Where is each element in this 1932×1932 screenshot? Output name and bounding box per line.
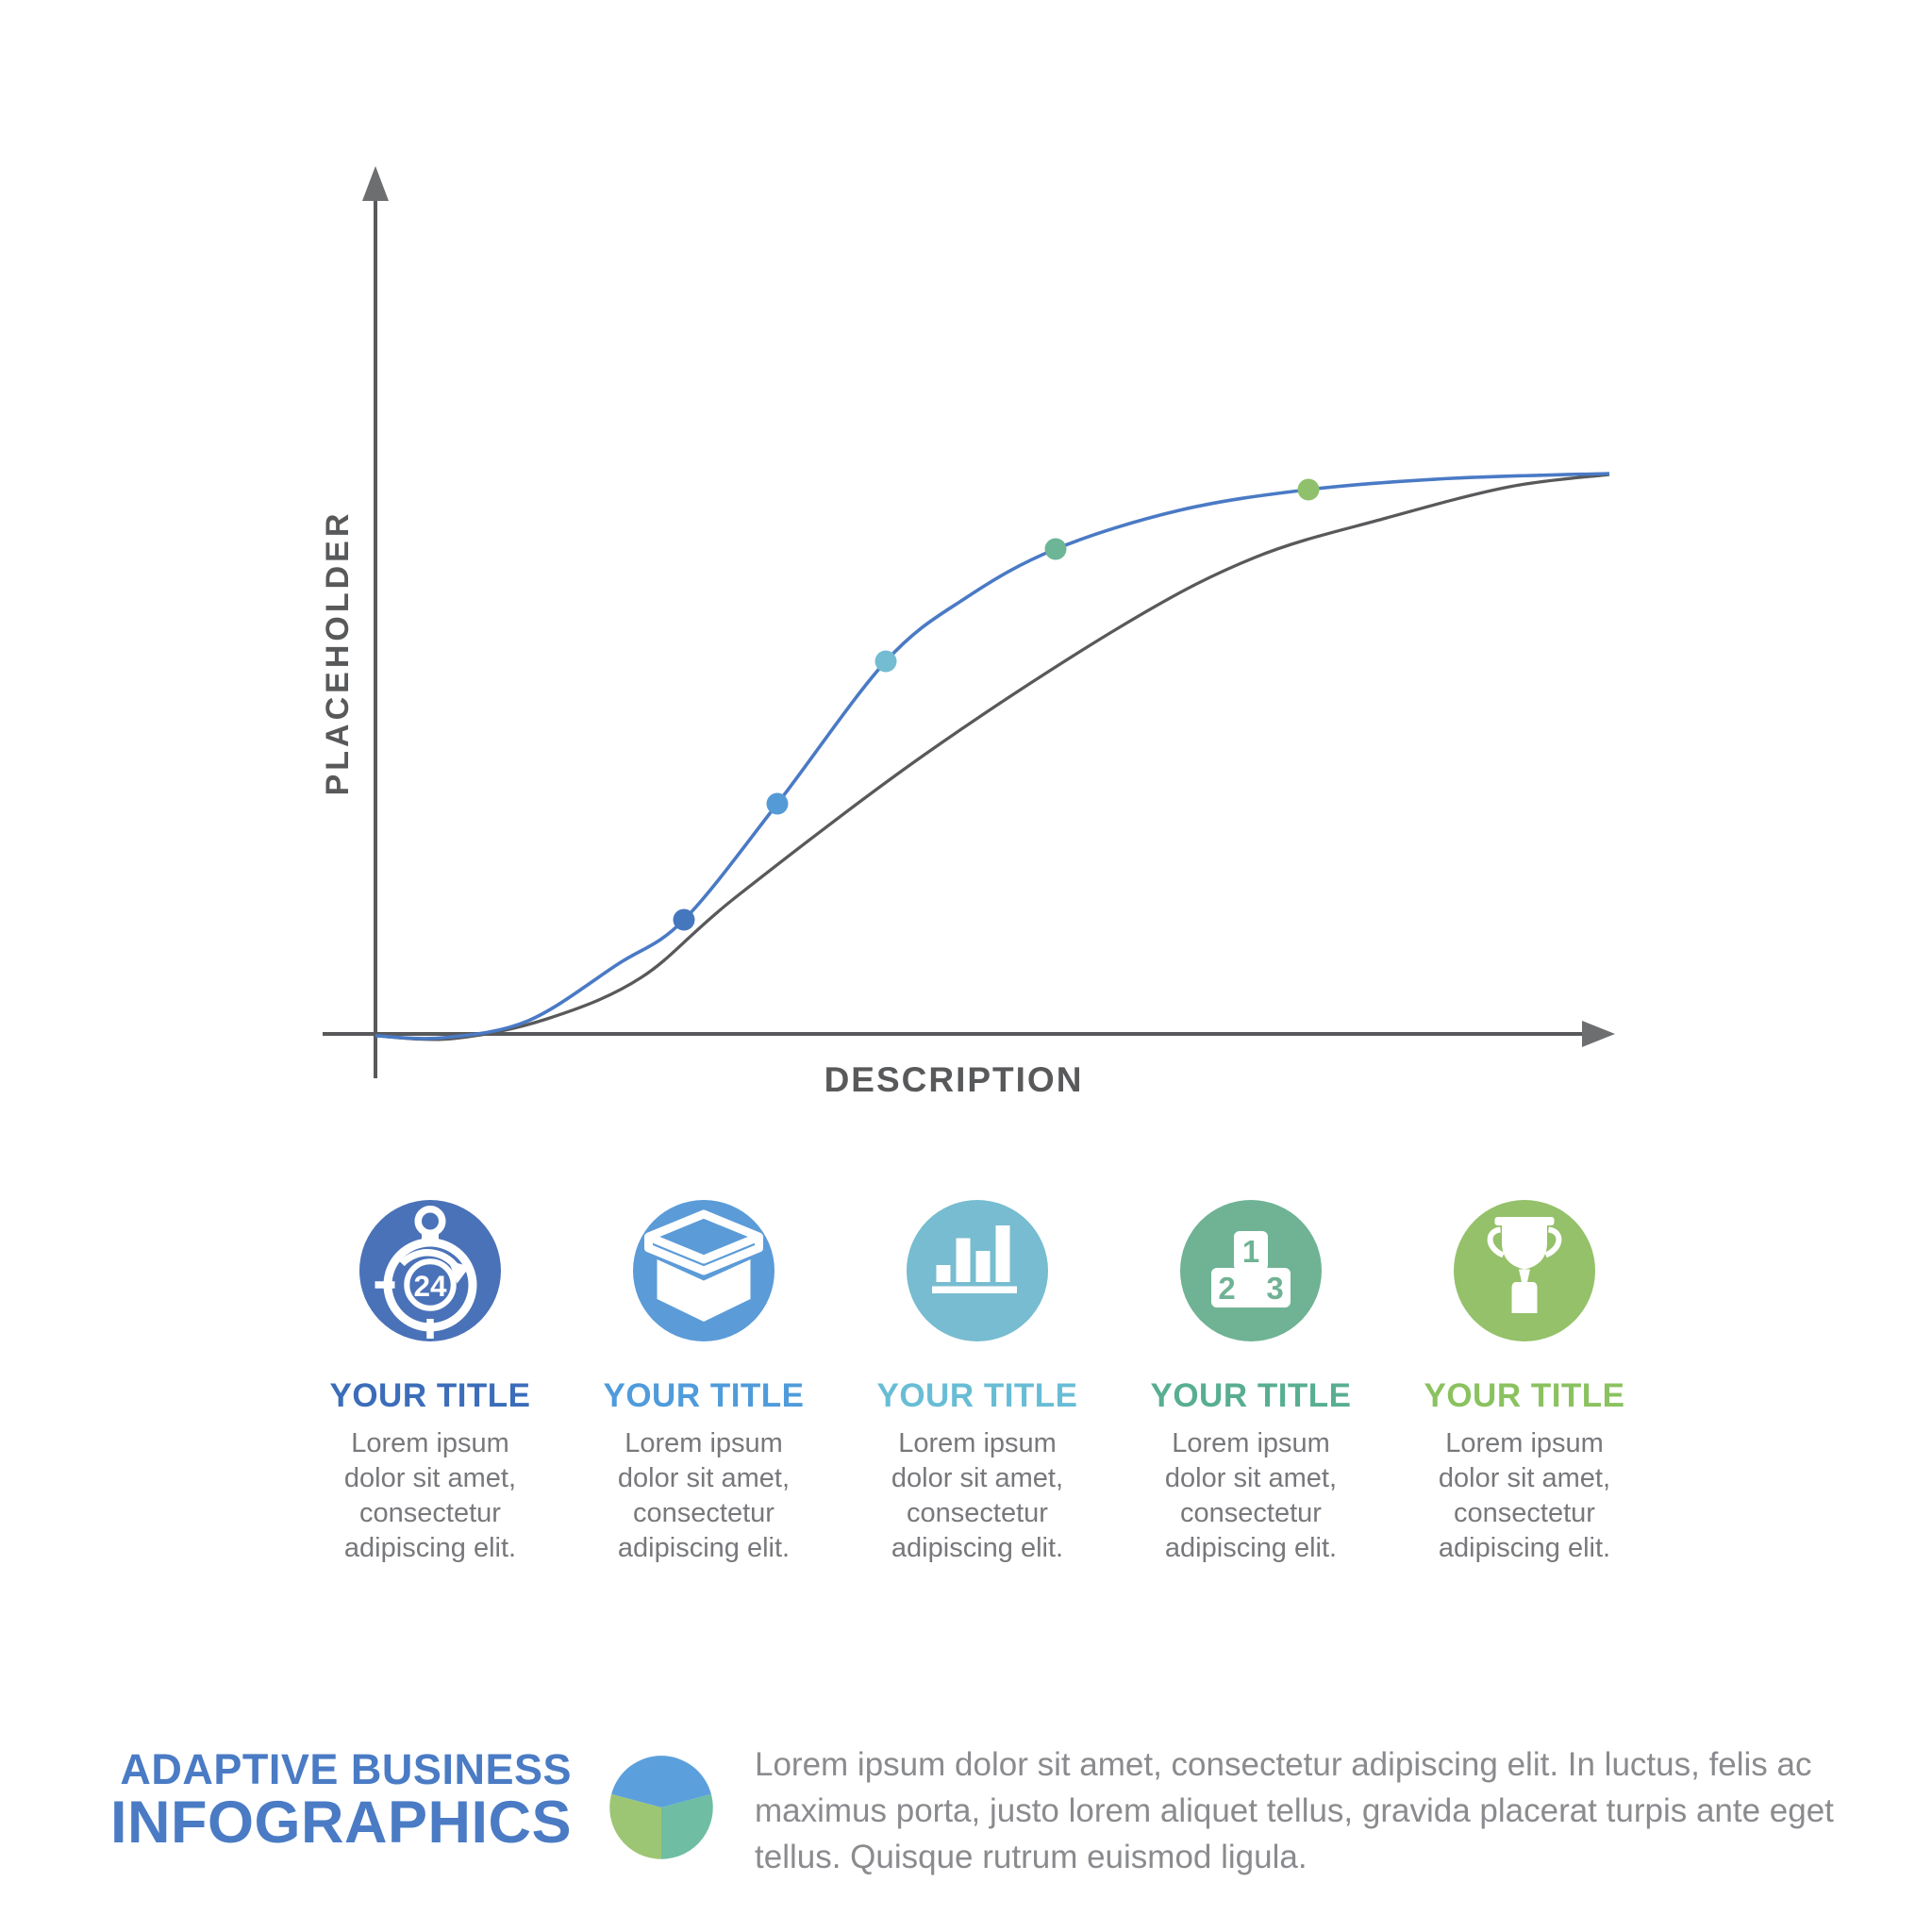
bar-chart-icon	[907, 1200, 1048, 1341]
column-body-text: Lorem ipsum dolor sit amet, consectetur …	[891, 1428, 1064, 1563]
up-arrow-icon	[362, 166, 389, 201]
svg-text:3: 3	[1266, 1271, 1283, 1306]
column-title: YOUR TITLE	[1150, 1377, 1352, 1414]
baseline-curve	[375, 473, 1610, 1041]
brand-logotype: ADAPTIVE BUSINESS INFOGRAPHICS	[91, 1745, 572, 1856]
column-title: YOUR TITLE	[603, 1377, 805, 1414]
y-axis-label: PLACEHOLDER	[320, 509, 356, 796]
podium-icon: 1 2 3	[1180, 1200, 1322, 1341]
data-point	[673, 908, 695, 931]
column-body-text: Lorem ipsum dolor sit amet, consectetur …	[1164, 1428, 1338, 1563]
brand-line-1: ADAPTIVE BUSINESS	[120, 1745, 572, 1793]
feature-column-3: YOUR TITLE Lorem ipsum dolor sit amet, c…	[845, 1200, 1109, 1566]
curve-data-points	[673, 478, 1320, 931]
brand-line-2: INFOGRAPHICS	[109, 1790, 572, 1856]
data-point	[766, 792, 789, 815]
data-point	[1297, 478, 1320, 501]
column-body-text: Lorem ipsum dolor sit amet, consectetur …	[617, 1428, 791, 1563]
box-icon	[633, 1200, 774, 1341]
data-point	[1044, 538, 1067, 560]
feature-column-2: YOUR TITLE Lorem ipsum dolor sit amet, c…	[572, 1200, 836, 1566]
right-arrow-icon	[1582, 1021, 1615, 1047]
feature-column-5: YOUR TITLE Lorem ipsum dolor sit amet, c…	[1392, 1200, 1657, 1566]
column-title: YOUR TITLE	[1424, 1377, 1625, 1414]
highlighted-curve	[375, 472, 1610, 1041]
column-title: YOUR TITLE	[876, 1377, 1078, 1414]
svg-text:24: 24	[413, 1269, 447, 1303]
data-point	[874, 650, 897, 673]
feature-column-1: 24 YOUR TITLE Lorem ipsum dolor sit amet…	[298, 1200, 562, 1566]
svg-text:2: 2	[1218, 1271, 1235, 1306]
svg-text:1: 1	[1242, 1234, 1259, 1269]
pie-chart-icon	[609, 1756, 713, 1859]
column-body-text: Lorem ipsum dolor sit amet, consectetur …	[343, 1428, 517, 1563]
x-axis-label: DESCRIPTION	[824, 1060, 1084, 1099]
feature-column-4: 1 2 3 YOUR TITLE Lorem ipsum dolor sit a…	[1119, 1200, 1383, 1566]
column-body-text: Lorem ipsum dolor sit amet, consectetur …	[1438, 1428, 1611, 1563]
feature-columns: 24 YOUR TITLE Lorem ipsum dolor sit amet…	[298, 1200, 1657, 1566]
column-title: YOUR TITLE	[329, 1377, 531, 1414]
stopwatch-icon: 24	[359, 1200, 501, 1341]
s-curve-chart	[323, 166, 1615, 1078]
trophy-icon	[1454, 1200, 1595, 1341]
footer-paragraph: Lorem ipsum dolor sit amet, consectetur …	[755, 1746, 1834, 1875]
